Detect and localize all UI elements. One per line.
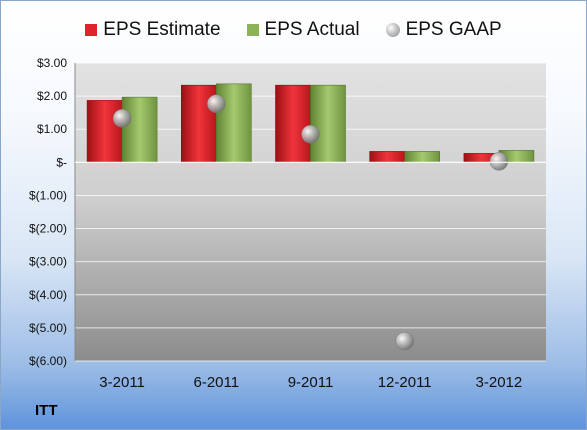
legend-label-eps-estimate: EPS Estimate — [103, 19, 221, 40]
y-tick-label: $2.00 — [37, 89, 67, 103]
bars — [86, 83, 535, 163]
legend-item-eps-estimate: EPS Estimate — [85, 17, 221, 43]
y-tick-label: $1.00 — [37, 122, 67, 136]
y-tick-label: $(6.00) — [29, 354, 67, 368]
point-eps-gaap — [301, 124, 320, 144]
bar-eps-estimate — [275, 84, 311, 163]
point-eps-gaap — [489, 152, 509, 171]
bar-eps-actual — [121, 96, 158, 163]
gaap-points — [112, 94, 509, 351]
y-tick-label: $(4.00) — [29, 288, 67, 302]
bar-eps-estimate — [369, 151, 406, 163]
bar-eps-actual — [310, 84, 346, 163]
x-axis: 3-2011 6-2011 9-2011 12-2011 3-2012 — [75, 161, 546, 391]
legend-swatch-eps-actual — [246, 24, 259, 36]
legend-label-eps-gaap: EPS GAAP — [405, 19, 502, 40]
x-tick-label: 12-2011 — [378, 374, 432, 391]
legend-label-eps-actual: EPS Actual — [264, 19, 360, 40]
y-axis: $3.00 $2.00 $1.00 $- $(1.00) $(2.00) $(3.00) $(… — [29, 56, 76, 368]
y-tick-label: $(1.00) — [29, 188, 67, 202]
y-tick-label: $(3.00) — [29, 255, 67, 269]
y-tick-label: $(2.00) — [29, 222, 67, 236]
y-tick-label: $3.00 — [37, 56, 67, 70]
ticker-label: ITT — [35, 402, 58, 419]
x-tick-label: 6-2011 — [194, 374, 240, 391]
x-tick-label: 9-2011 — [288, 374, 334, 391]
y-tick-label: $(5.00) — [29, 321, 67, 335]
point-eps-gaap — [207, 94, 226, 113]
x-tick-label: 3-2011 — [99, 374, 145, 391]
legend-item-eps-gaap: EPS GAAP — [385, 17, 502, 43]
bar-eps-actual — [216, 83, 252, 163]
x-tick-label: 3-2012 — [476, 374, 523, 391]
y-tick-label: $- — [56, 155, 67, 169]
legend-swatch-eps-gaap — [385, 23, 400, 37]
point-eps-gaap — [395, 331, 414, 351]
bar-eps-estimate — [86, 100, 123, 163]
legend: EPS Estimate EPS Actual EPS GAAP — [1, 17, 586, 43]
legend-item-eps-actual: EPS Actual — [246, 17, 360, 43]
bar-eps-actual — [404, 151, 441, 163]
point-eps-gaap — [112, 109, 132, 128]
legend-swatch-eps-estimate — [85, 24, 98, 36]
